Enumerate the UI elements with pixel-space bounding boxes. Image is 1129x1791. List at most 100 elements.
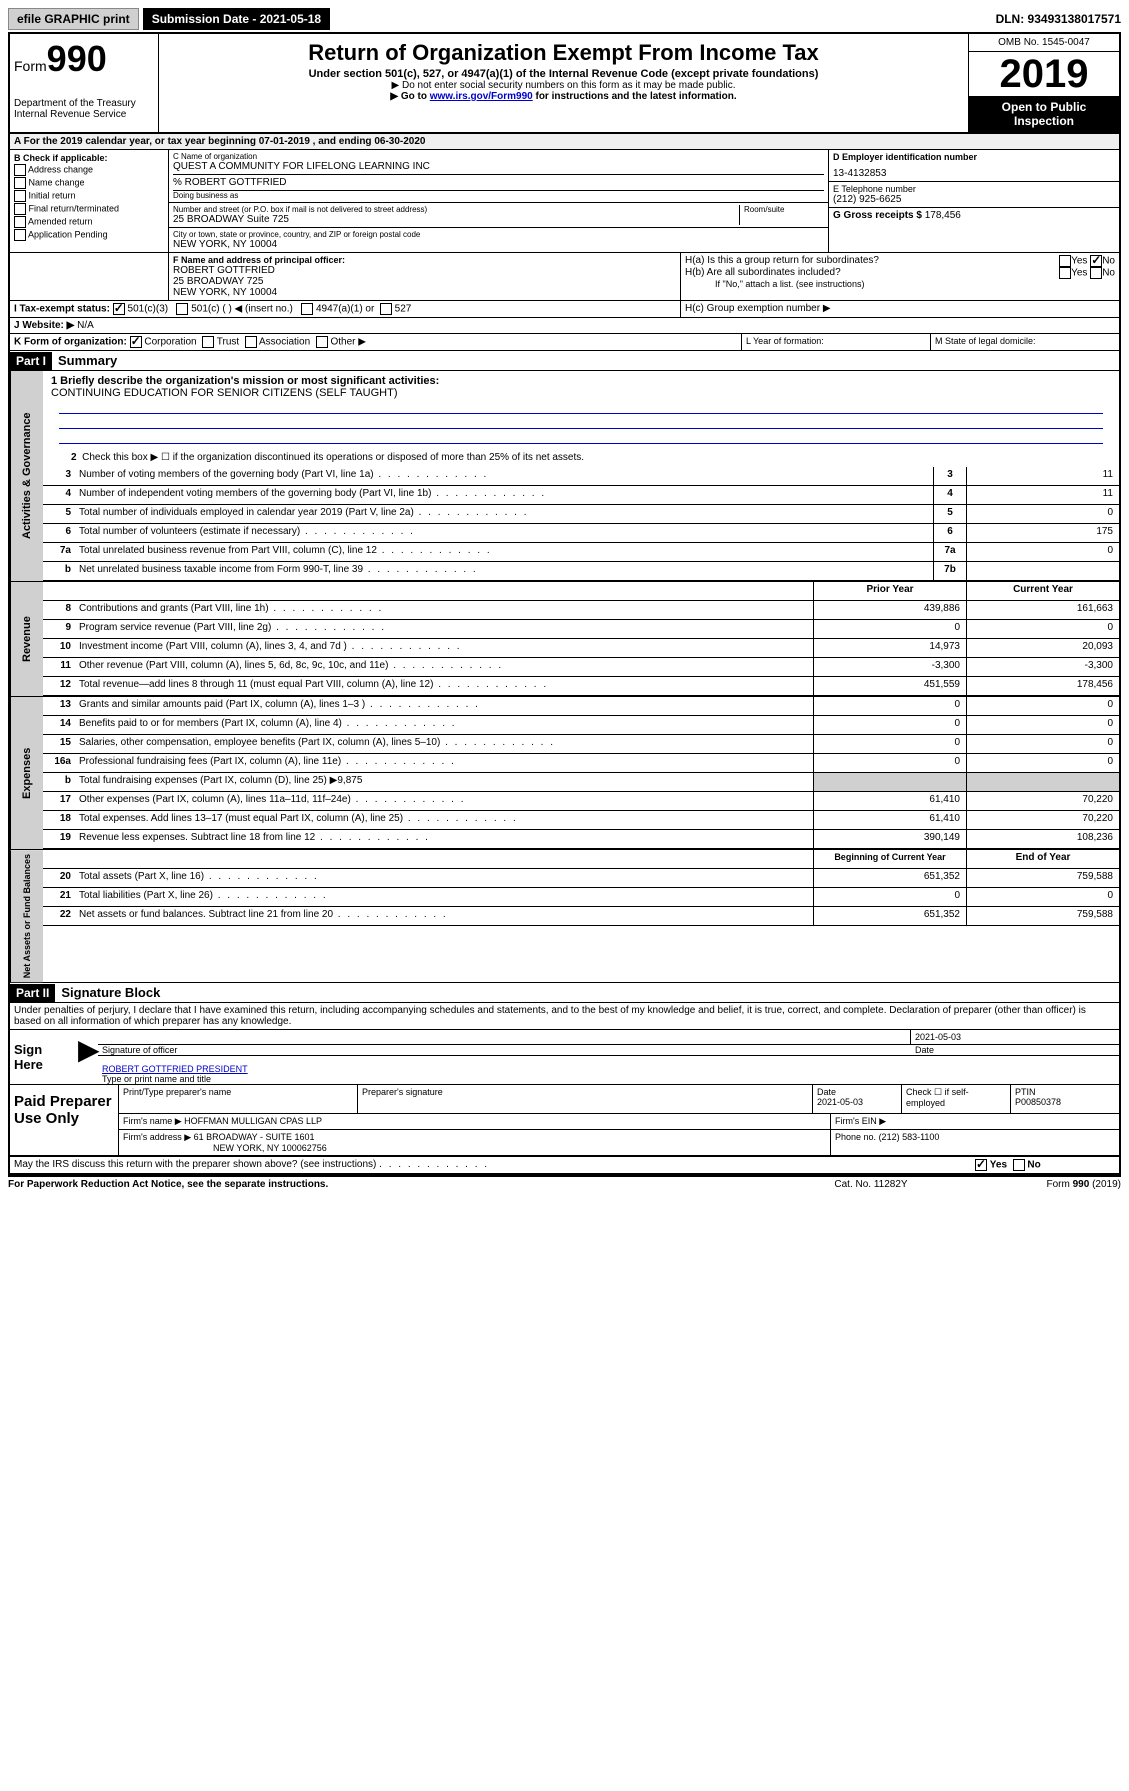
check-final[interactable] bbox=[14, 203, 26, 215]
hb-label: H(b) Are all subordinates included? bbox=[685, 267, 841, 279]
i-501c3[interactable] bbox=[113, 303, 125, 315]
date-label: Date bbox=[911, 1045, 1119, 1055]
ha-no[interactable] bbox=[1090, 255, 1102, 267]
officer-name: ROBERT GOTTFRIED bbox=[173, 265, 676, 276]
footer-left: For Paperwork Reduction Act Notice, see … bbox=[8, 1179, 771, 1190]
footer-right: Form 990 (2019) bbox=[971, 1179, 1121, 1190]
summary-line: 17 Other expenses (Part IX, column (A), … bbox=[43, 792, 1119, 811]
hb-note: If "No," attach a list. (see instruction… bbox=[685, 279, 1115, 289]
discuss-no[interactable] bbox=[1013, 1159, 1025, 1171]
k-trust[interactable] bbox=[202, 336, 214, 348]
hc-label: H(c) Group exemption number ▶ bbox=[681, 301, 1119, 317]
page-footer: For Paperwork Reduction Act Notice, see … bbox=[8, 1177, 1121, 1192]
ha-yes[interactable] bbox=[1059, 255, 1071, 267]
summary-line: 16a Professional fundraising fees (Part … bbox=[43, 754, 1119, 773]
i-4947[interactable] bbox=[301, 303, 313, 315]
dln: DLN: 93493138017571 bbox=[996, 12, 1121, 26]
care-of: % ROBERT GOTTFRIED bbox=[173, 174, 824, 188]
hb-no[interactable] bbox=[1090, 267, 1102, 279]
footer-mid: Cat. No. 11282Y bbox=[771, 1179, 971, 1190]
h1: Print/Type preparer's name bbox=[123, 1087, 353, 1097]
section-klm: K Form of organization: Corporation Trus… bbox=[10, 334, 1119, 351]
top-bar: efile GRAPHIC print Submission Date - 20… bbox=[8, 8, 1121, 30]
check-name[interactable] bbox=[14, 177, 26, 189]
form-container: Form990 Department of the Treasury Inter… bbox=[8, 32, 1121, 1177]
submission-date: Submission Date - 2021-05-18 bbox=[143, 8, 330, 30]
addr-label: Number and street (or P.O. box if mail i… bbox=[173, 205, 739, 214]
revenue-section: Revenue Prior Year Current Year 8 Contri… bbox=[10, 582, 1119, 697]
sign-here: Sign Here ▶ 2021-05-03 Signature of offi… bbox=[10, 1030, 1119, 1085]
part2-title: Signature Block bbox=[55, 983, 166, 1002]
ein: 13-4132853 bbox=[833, 168, 1115, 179]
summary-line: b Total fundraising expenses (Part IX, c… bbox=[43, 773, 1119, 792]
summary-line: 14 Benefits paid to or for members (Part… bbox=[43, 716, 1119, 735]
note-goto-post: for instructions and the latest informat… bbox=[533, 91, 737, 102]
summary-line: 18 Total expenses. Add lines 13–17 (must… bbox=[43, 811, 1119, 830]
ha-label: H(a) Is this a group return for subordin… bbox=[685, 255, 879, 267]
k-label: K Form of organization: bbox=[14, 337, 127, 348]
g-label: G Gross receipts $ bbox=[833, 210, 922, 221]
part1-header: Part I bbox=[10, 352, 52, 370]
org-name: QUEST A COMMUNITY FOR LIFELONG LEARNING … bbox=[173, 161, 824, 172]
irs-link[interactable]: www.irs.gov/Form990 bbox=[430, 91, 533, 102]
sign-arrow-icon: ▶ bbox=[78, 1030, 98, 1084]
h5: PTIN bbox=[1015, 1087, 1115, 1097]
prep-date: 2021-05-03 bbox=[817, 1097, 897, 1107]
section-c: C Name of organization QUEST A COMMUNITY… bbox=[169, 150, 829, 252]
open-public: Open to Public Inspection bbox=[969, 96, 1119, 132]
firm-phone: (212) 583-1100 bbox=[879, 1132, 940, 1142]
summary-line: 13 Grants and similar amounts paid (Part… bbox=[43, 697, 1119, 716]
k-other[interactable] bbox=[316, 336, 328, 348]
i-501c[interactable] bbox=[176, 303, 188, 315]
discuss-yes[interactable] bbox=[975, 1159, 987, 1171]
j-label: J Website: ▶ bbox=[14, 320, 74, 331]
na-header-row: Beginning of Current Year End of Year bbox=[43, 850, 1119, 869]
dba-label: Doing business as bbox=[173, 190, 824, 200]
e-label: E Telephone number bbox=[833, 184, 1115, 194]
c-name-label: C Name of organization bbox=[173, 152, 824, 161]
sign-label: Sign Here bbox=[10, 1030, 78, 1084]
i-527[interactable] bbox=[380, 303, 392, 315]
form-title: Return of Organization Exempt From Incom… bbox=[163, 40, 964, 66]
form-number: 990 bbox=[47, 38, 107, 79]
firm-name-label: Firm's name ▶ bbox=[123, 1116, 182, 1126]
summary-line: 21 Total liabilities (Part X, line 26) 0… bbox=[43, 888, 1119, 907]
summary-line: 7a Total unrelated business revenue from… bbox=[43, 543, 1119, 562]
check-address[interactable] bbox=[14, 164, 26, 176]
officer-print-name: ROBERT GOTTFRIED PRESIDENT bbox=[102, 1064, 1115, 1074]
section-fh: F Name and address of principal officer:… bbox=[10, 253, 1119, 301]
sig-officer-label: Signature of officer bbox=[98, 1045, 911, 1055]
tax-year: 2019 bbox=[969, 52, 1119, 96]
check-amended[interactable] bbox=[14, 216, 26, 228]
section-i: I Tax-exempt status: 501(c)(3) 501(c) ( … bbox=[10, 301, 1119, 318]
summary-line: 22 Net assets or fund balances. Subtract… bbox=[43, 907, 1119, 926]
name-label: Type or print name and title bbox=[102, 1074, 1115, 1084]
note-ssn: ▶ Do not enter social security numbers o… bbox=[163, 80, 964, 91]
summary-line: 8 Contributions and grants (Part VIII, l… bbox=[43, 601, 1119, 620]
check-initial[interactable] bbox=[14, 190, 26, 202]
street-address: 25 BROADWAY Suite 725 bbox=[173, 214, 739, 225]
dept-treasury: Department of the Treasury Internal Reve… bbox=[14, 98, 154, 120]
ptin: P00850378 bbox=[1015, 1097, 1115, 1107]
k-assoc[interactable] bbox=[245, 336, 257, 348]
h4: Check ☐ if self-employed bbox=[902, 1085, 1011, 1113]
section-de: D Employer identification number 13-4132… bbox=[829, 150, 1119, 252]
sign-date: 2021-05-03 bbox=[915, 1032, 1115, 1042]
paid-preparer: Paid Preparer Use Only Print/Type prepar… bbox=[10, 1085, 1119, 1157]
hb-yes[interactable] bbox=[1059, 267, 1071, 279]
summary-line: 5 Total number of individuals employed i… bbox=[43, 505, 1119, 524]
phone-label: Phone no. bbox=[835, 1132, 876, 1142]
summary-line: 6 Total number of volunteers (estimate i… bbox=[43, 524, 1119, 543]
d-label: D Employer identification number bbox=[833, 152, 1115, 162]
k-corp[interactable] bbox=[130, 336, 142, 348]
line-a: A For the 2019 calendar year, or tax yea… bbox=[10, 134, 1119, 150]
summary-line: 10 Investment income (Part VIII, column … bbox=[43, 639, 1119, 658]
form-prefix: Form bbox=[14, 58, 47, 74]
summary-line: b Net unrelated business taxable income … bbox=[43, 562, 1119, 581]
efile-button[interactable]: efile GRAPHIC print bbox=[8, 8, 139, 30]
part2-header-row: Part II Signature Block bbox=[10, 983, 1119, 1003]
discuss-row: May the IRS discuss this return with the… bbox=[10, 1157, 1119, 1175]
summary-line: 11 Other revenue (Part VIII, column (A),… bbox=[43, 658, 1119, 677]
check-pending[interactable] bbox=[14, 229, 26, 241]
section-b: B Check if applicable: Address change Na… bbox=[10, 150, 169, 252]
